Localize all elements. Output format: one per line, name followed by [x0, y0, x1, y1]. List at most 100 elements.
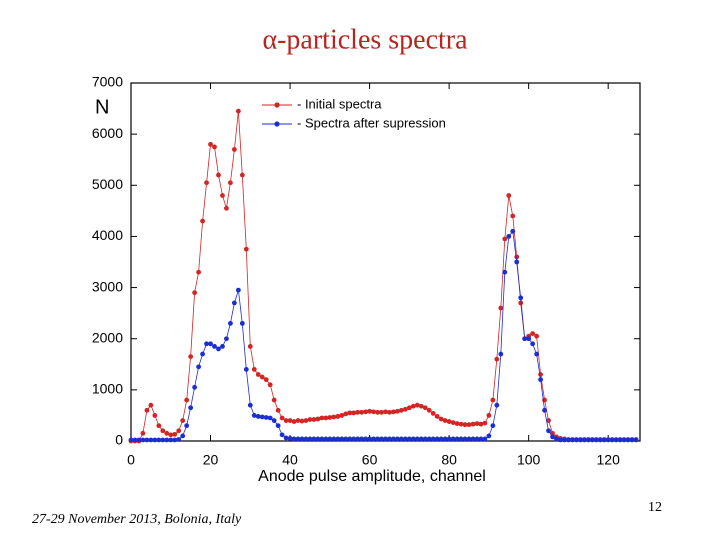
- data-point: [506, 193, 512, 198]
- x-tick-label: 0: [127, 452, 135, 468]
- data-point: [506, 234, 512, 239]
- data-point: [410, 436, 416, 442]
- slide-title: α-particles spectra: [262, 24, 468, 55]
- data-point: [550, 434, 555, 440]
- data-point: [263, 415, 269, 420]
- data-point: [287, 436, 293, 441]
- data-point: [319, 436, 325, 442]
- data-point: [216, 172, 221, 178]
- data-point: [196, 364, 202, 370]
- data-point: [355, 436, 361, 442]
- y-tick-label: 4000: [92, 227, 123, 243]
- data-point: [140, 430, 146, 436]
- data-point: [184, 423, 190, 429]
- data-point: [458, 436, 464, 442]
- data-point: [172, 431, 178, 437]
- data-point: [343, 436, 349, 442]
- data-point: [235, 108, 241, 114]
- data-point: [558, 437, 563, 443]
- data-point: [426, 407, 432, 413]
- data-point: [546, 428, 551, 434]
- data-point: [323, 436, 329, 442]
- data-point: [228, 320, 233, 326]
- data-point: [315, 416, 321, 422]
- data-point: [263, 377, 269, 383]
- data-point: [466, 436, 472, 442]
- x-axis-label: Anode pulse amplitude, channel: [258, 468, 486, 485]
- data-point: [231, 147, 237, 152]
- data-point: [589, 437, 595, 443]
- data-point: [311, 436, 317, 442]
- data-point: [335, 414, 341, 419]
- data-point: [156, 423, 162, 429]
- data-point: [255, 372, 261, 377]
- data-point: [180, 433, 186, 439]
- data-point: [534, 333, 540, 339]
- data-point: [136, 437, 142, 443]
- data-point: [224, 336, 229, 342]
- legend-label: - Initial spectra: [297, 96, 382, 111]
- data-point: [239, 320, 245, 326]
- data-point: [271, 418, 277, 423]
- data-point: [259, 374, 265, 380]
- y-tick-label: 6000: [92, 125, 123, 141]
- data-point: [359, 436, 365, 442]
- data-point: [617, 437, 623, 443]
- data-point: [279, 432, 285, 438]
- data-point: [363, 436, 369, 442]
- data-point: [522, 336, 528, 342]
- data-point: [375, 436, 380, 442]
- page-number: 12: [648, 500, 662, 515]
- data-point: [255, 414, 261, 419]
- data-point: [275, 423, 281, 429]
- data-point: [566, 437, 571, 443]
- data-point: [534, 351, 540, 357]
- data-point: [482, 436, 488, 442]
- data-point: [418, 436, 424, 442]
- data-point: [530, 341, 536, 347]
- data-point: [438, 436, 444, 442]
- data-point: [434, 436, 440, 442]
- data-point: [450, 436, 456, 442]
- data-point: [359, 409, 365, 415]
- data-point: [430, 436, 436, 442]
- data-point: [228, 180, 233, 186]
- data-point: [486, 433, 492, 439]
- data-point: [510, 213, 516, 219]
- data-point: [323, 415, 329, 421]
- data-point: [399, 436, 404, 442]
- data-point: [470, 421, 476, 427]
- data-point: [176, 428, 182, 434]
- data-point: [502, 269, 508, 275]
- data-point: [208, 141, 213, 147]
- footer: 27-29 November 2013, Bolonia, Italy: [32, 512, 242, 527]
- data-point: [442, 418, 448, 423]
- data-point: [243, 246, 249, 252]
- data-point: [609, 437, 615, 443]
- data-point: [371, 409, 376, 415]
- data-point: [462, 436, 468, 442]
- data-point: [482, 420, 488, 426]
- data-point: [391, 436, 396, 442]
- data-point: [414, 402, 420, 408]
- data-point: [231, 300, 237, 306]
- data-point: [395, 408, 400, 414]
- data-point: [593, 437, 599, 443]
- x-tick-label: 100: [517, 452, 541, 468]
- data-point: [514, 254, 520, 260]
- data-point: [283, 418, 289, 423]
- data-point: [196, 269, 202, 275]
- data-point: [426, 436, 432, 442]
- data-point: [498, 351, 504, 357]
- data-point: [418, 403, 424, 409]
- data-point: [406, 405, 412, 411]
- data-point: [383, 409, 388, 415]
- data-point: [291, 436, 297, 442]
- data-point: [311, 417, 317, 422]
- data-point: [291, 419, 297, 424]
- data-point: [538, 377, 543, 383]
- y-axis-label: N: [95, 96, 109, 118]
- data-point: [430, 410, 436, 416]
- data-point: [335, 436, 341, 442]
